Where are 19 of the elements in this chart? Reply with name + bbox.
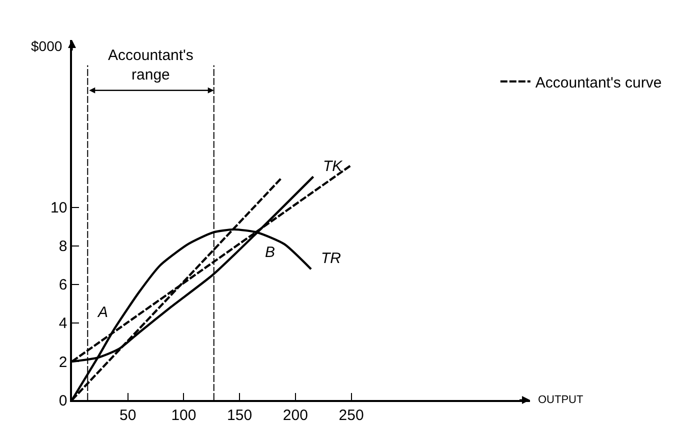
annotation: A <box>97 304 108 321</box>
series-label: TK <box>323 158 344 175</box>
y-tick-label: 4 <box>58 315 68 332</box>
annotation: B <box>265 244 276 261</box>
x-tick-label: 150 <box>227 406 252 424</box>
x-tick-label: 100 <box>171 406 196 424</box>
y-tick-label: 6 <box>58 276 68 294</box>
y-tick-label: 2 <box>58 354 68 371</box>
legend-label: Accountant's curve <box>535 74 662 92</box>
x-tick-label: 200 <box>282 406 308 424</box>
series-label: TR <box>321 250 342 267</box>
y-tick-label: 10 <box>50 200 68 217</box>
x-tick-label: 50 <box>120 406 136 424</box>
x-axis-title: OUTPUT <box>538 394 584 406</box>
y-tick-label: 0 <box>58 392 68 410</box>
annotation: Accountant's range <box>108 47 194 84</box>
y-tick-label: 8 <box>58 238 68 256</box>
x-tick-label: 250 <box>338 406 364 424</box>
y-axis-title: $000 <box>31 38 62 54</box>
